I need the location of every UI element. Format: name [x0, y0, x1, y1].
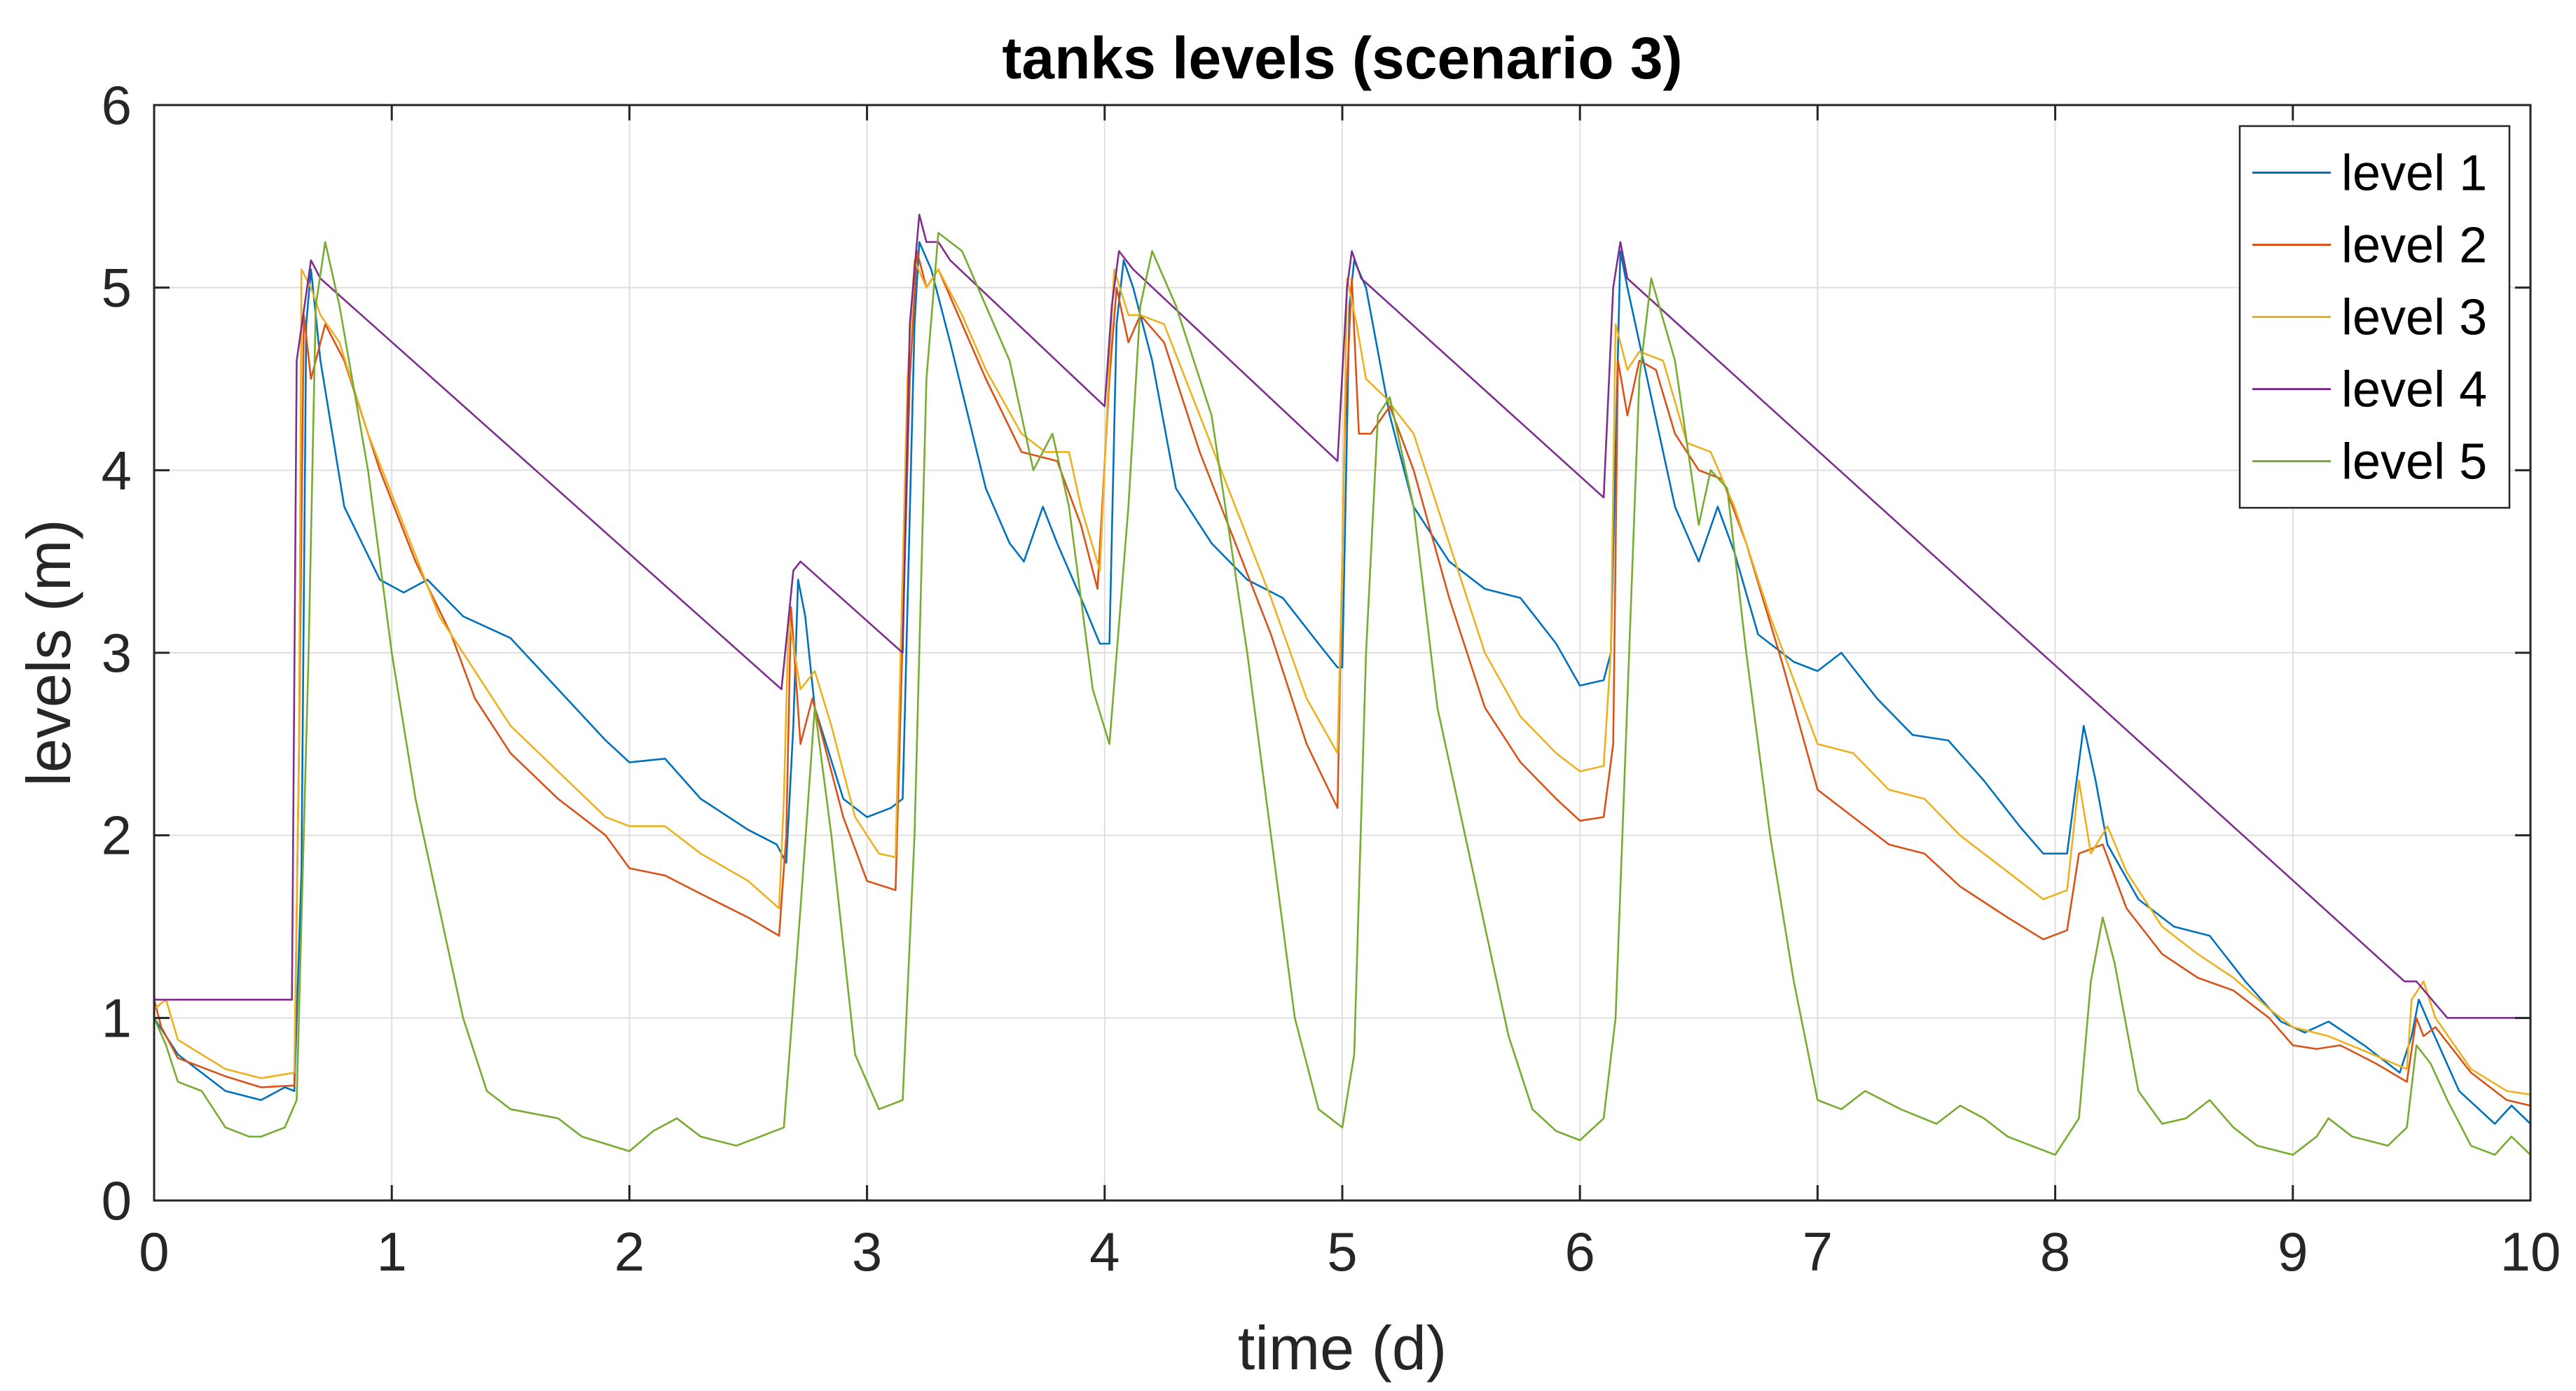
x-tick-label: 4 [1089, 1221, 1120, 1282]
legend: level 1 level 2 level 3 level 4 level 5 [2238, 125, 2511, 509]
x-tick-label: 2 [614, 1221, 645, 1282]
y-tick-label: 1 [102, 987, 132, 1049]
x-tick-label: 8 [2040, 1221, 2070, 1282]
series-group [153, 214, 2532, 1156]
series-line-5 [153, 232, 2532, 1156]
x-tick-label: 1 [377, 1221, 407, 1282]
legend-label: level 3 [2341, 290, 2487, 346]
y-tick-label: 2 [102, 805, 132, 866]
x-axis-title: time (d) [1238, 1313, 1447, 1383]
legend-label: level 5 [2341, 434, 2487, 490]
y-axis-title: levels (m) [14, 519, 83, 786]
series-line-4 [153, 214, 2532, 1019]
series-line-1 [153, 241, 2532, 1125]
y-tick-label: 5 [102, 257, 132, 319]
chart-title: tanks levels (scenario 3) [1002, 25, 1682, 91]
y-tick-label: 3 [102, 622, 132, 684]
y-tick-label: 6 [102, 74, 132, 136]
x-tick-label: 0 [139, 1221, 169, 1282]
legend-label: level 1 [2341, 146, 2487, 202]
axis-ticks [153, 104, 2532, 1202]
x-tick-label: 6 [1565, 1221, 1595, 1282]
x-tick-label: 3 [852, 1221, 882, 1282]
x-axis-tick-labels: 0 1 2 3 4 5 6 7 8 9 10 [139, 1221, 2561, 1282]
x-tick-label: 10 [2500, 1221, 2561, 1282]
x-tick-label: 7 [1803, 1221, 1833, 1282]
legend-label: level 2 [2341, 218, 2487, 274]
y-tick-label: 4 [102, 439, 132, 501]
x-tick-label: 5 [1327, 1221, 1357, 1282]
legend-label: level 4 [2341, 362, 2487, 418]
y-axis-tick-labels: 0 1 2 3 4 5 6 [102, 74, 132, 1231]
y-tick-label: 0 [102, 1170, 132, 1231]
x-tick-label: 9 [2278, 1221, 2308, 1282]
series-line-3 [153, 259, 2532, 1096]
